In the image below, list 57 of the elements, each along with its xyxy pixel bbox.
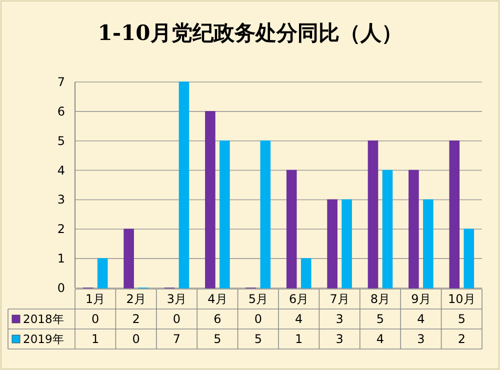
data-label: 4 — [295, 312, 303, 326]
data-label: 0 — [172, 312, 181, 326]
x-tick-label: 1月 — [86, 292, 106, 306]
bar — [178, 82, 190, 288]
data-label: 5 — [458, 312, 466, 326]
y-tick-label: 0 — [57, 281, 65, 295]
bar — [408, 170, 419, 288]
data-label: 0 — [132, 332, 140, 346]
y-tick-label: 3 — [57, 192, 65, 207]
y-tick-label: 6 — [57, 104, 65, 118]
bar — [382, 170, 393, 288]
x-tick-label: 8月 — [370, 292, 390, 306]
data-label: 5 — [214, 332, 222, 346]
data-label: 4 — [417, 312, 425, 326]
bar — [300, 258, 312, 288]
y-tick-label: 1 — [57, 252, 65, 266]
y-tick-label: 5 — [57, 134, 65, 148]
y-tick-label: 7 — [57, 75, 65, 89]
data-label: 2 — [458, 332, 466, 346]
bar — [260, 140, 271, 288]
chart-title: 1-10月党纪政务处分同比（人） — [98, 20, 402, 45]
x-tick-label: 6月 — [289, 292, 309, 306]
data-label: 5 — [254, 332, 262, 346]
data-label: 5 — [376, 312, 384, 326]
bar — [286, 170, 297, 288]
data-label: 4 — [376, 332, 384, 346]
bar — [342, 199, 352, 288]
data-label: 2 — [132, 312, 140, 326]
data-label: 3 — [336, 332, 344, 346]
data-label: 6 — [214, 312, 222, 326]
data-label: 0 — [92, 312, 100, 326]
x-tick-label: 4月 — [208, 292, 228, 306]
x-tick-label: 2月 — [126, 292, 146, 306]
bar — [368, 140, 378, 288]
legend-label: 2019年 — [23, 332, 64, 346]
bar — [449, 140, 460, 288]
data-label: 3 — [336, 312, 344, 326]
data-label: 1 — [295, 332, 303, 346]
x-tick-label: 5月 — [248, 292, 268, 306]
bar — [97, 258, 108, 288]
x-tick-label: 10月 — [448, 292, 476, 306]
data-label: 3 — [417, 332, 425, 346]
x-tick-label: 3月 — [166, 292, 187, 306]
y-tick-label: 4 — [57, 163, 65, 178]
legend-label: 2018年 — [23, 312, 64, 326]
data-label: 7 — [172, 332, 181, 346]
x-tick-label: 9月 — [411, 292, 431, 306]
bar — [124, 228, 134, 288]
y-tick-label: 2 — [57, 222, 65, 236]
data-label: 1 — [92, 332, 100, 346]
bar — [423, 199, 434, 288]
bar — [327, 199, 338, 288]
data-label: 0 — [254, 312, 262, 326]
x-tick-label: 7月 — [330, 292, 350, 306]
bar — [464, 228, 474, 288]
bar — [205, 111, 216, 288]
bar — [220, 140, 230, 288]
